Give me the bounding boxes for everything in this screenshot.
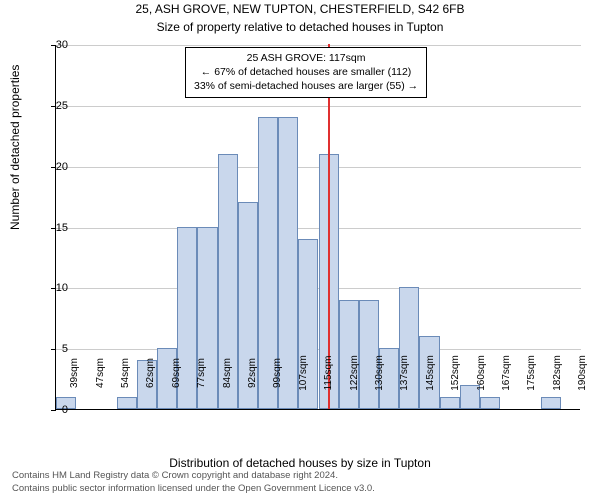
- x-tick-label: 115sqm: [323, 356, 334, 391]
- y-tick-label: 15: [56, 222, 68, 234]
- chart-title-line2: Size of property relative to detached ho…: [0, 20, 600, 34]
- marker-line: [328, 44, 330, 409]
- footer-line2: Contains public sector information licen…: [12, 483, 592, 495]
- x-tick-label: 160sqm: [476, 355, 487, 391]
- x-tick-label: 182sqm: [552, 355, 563, 391]
- x-tick-label: 130sqm: [374, 355, 385, 391]
- gridline: [56, 45, 581, 46]
- x-tick-label: 39sqm: [69, 358, 80, 388]
- x-tick-label: 137sqm: [399, 355, 410, 391]
- x-tick-label: 152sqm: [450, 355, 461, 391]
- x-tick-label: 190sqm: [577, 355, 588, 391]
- annotation-box: 25 ASH GROVE: 117sqm ← 67% of detached h…: [185, 47, 427, 98]
- y-tick-label: 25: [56, 100, 68, 112]
- chart-title-line1: 25, ASH GROVE, NEW TUPTON, CHESTERFIELD,…: [0, 2, 600, 16]
- x-tick-label: 167sqm: [501, 355, 512, 391]
- histogram-bar: [440, 397, 460, 409]
- x-tick-label: 175sqm: [526, 355, 537, 391]
- y-tick-label: 10: [56, 282, 68, 294]
- histogram-bar: [541, 397, 561, 409]
- y-tick-label: 5: [62, 343, 68, 355]
- annotation-line3: 33% of semi-detached houses are larger (…: [194, 79, 418, 93]
- x-tick-label: 99sqm: [272, 358, 283, 388]
- footer-attribution: Contains HM Land Registry data © Crown c…: [0, 467, 600, 500]
- annotation-line2: ← 67% of detached houses are smaller (11…: [194, 65, 418, 79]
- y-tick-label: 30: [56, 39, 68, 51]
- histogram-bar: [117, 397, 137, 409]
- x-tick-label: 84sqm: [222, 358, 233, 388]
- x-tick-label: 122sqm: [349, 355, 360, 391]
- annotation-line1: 25 ASH GROVE: 117sqm: [194, 51, 418, 65]
- x-tick-label: 77sqm: [196, 358, 207, 388]
- y-tick-label: 20: [56, 161, 68, 173]
- gridline: [56, 106, 581, 107]
- y-tick-label: 0: [62, 404, 68, 416]
- x-tick-label: 54sqm: [120, 358, 131, 388]
- footer-line1: Contains HM Land Registry data © Crown c…: [12, 470, 592, 482]
- histogram-bar: [480, 397, 500, 409]
- y-tick: [51, 410, 56, 411]
- x-tick-label: 145sqm: [425, 355, 436, 391]
- x-tick-label: 69sqm: [171, 358, 182, 388]
- x-tick-label: 92sqm: [247, 358, 258, 388]
- y-tick: [51, 349, 56, 350]
- x-tick-label: 47sqm: [95, 358, 106, 388]
- y-axis-label: Number of detached properties: [8, 65, 22, 230]
- x-tick-label: 62sqm: [145, 358, 156, 388]
- x-tick-label: 107sqm: [298, 355, 309, 391]
